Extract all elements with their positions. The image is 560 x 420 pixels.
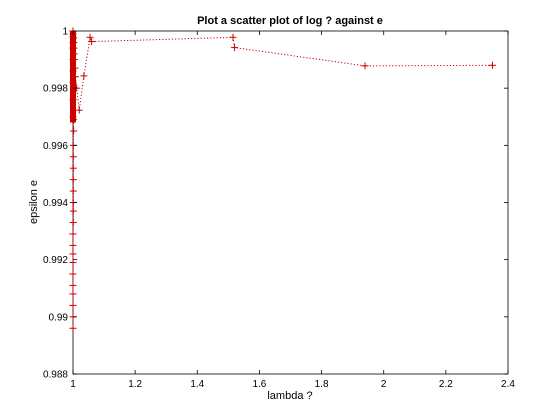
- data-point: [231, 44, 239, 52]
- y-tick-label: 0.988: [43, 370, 68, 381]
- data-point: [86, 33, 94, 41]
- x-tick-label: 2: [381, 379, 387, 390]
- x-tick-label: 1.6: [252, 379, 266, 390]
- data-point: [69, 176, 77, 184]
- data-point: [88, 38, 96, 46]
- data-point: [69, 259, 77, 267]
- x-tick-label: 2.2: [439, 379, 453, 390]
- data-point: [69, 207, 77, 215]
- data-point: [69, 153, 77, 161]
- data-point: [75, 106, 83, 114]
- y-tick-label: 0.992: [43, 255, 68, 266]
- data-point: [69, 164, 77, 172]
- y-tick-label: 0.998: [43, 84, 68, 95]
- x-tick-label: 1.8: [315, 379, 329, 390]
- data-point: [69, 241, 77, 249]
- x-axis-title: lambda ?: [267, 390, 312, 402]
- data-point: [69, 281, 77, 289]
- data-point: [69, 301, 77, 309]
- x-tick-label: 1: [70, 379, 76, 390]
- x-tick-label: 1.2: [128, 379, 142, 390]
- data-point: [488, 61, 496, 69]
- x-tick-label: 1.4: [190, 379, 204, 390]
- dense-cluster: [70, 31, 76, 123]
- data-point: [80, 72, 88, 80]
- data-point: [69, 324, 77, 332]
- y-tick-label: 0.994: [43, 198, 68, 209]
- chart-title: Plot a scatter plot of log ? against e: [197, 15, 383, 27]
- y-tick-label: 0.996: [43, 141, 68, 152]
- data-point: [69, 219, 77, 227]
- data-point: [69, 270, 77, 278]
- data-point: [361, 62, 369, 70]
- data-point: [69, 230, 77, 238]
- plot-area: [69, 27, 509, 375]
- data-point: [69, 187, 77, 195]
- data-point: [229, 33, 237, 41]
- y-tick-label: 1: [62, 27, 68, 38]
- series-line: [72, 31, 493, 329]
- plot-frame: [72, 30, 509, 375]
- data-point: [70, 127, 78, 135]
- x-tick-label: 2.4: [501, 379, 515, 390]
- y-axis-title: epsilon e: [28, 180, 40, 224]
- data-point: [69, 250, 77, 258]
- axis-ticks: 1 1.2 1.4 1.6 1.8 2 2.2 2.4 0.988 0.99 0.992 0.994 0…: [43, 27, 515, 391]
- y-tick-label: 0.99: [49, 312, 69, 323]
- data-point: [69, 290, 77, 298]
